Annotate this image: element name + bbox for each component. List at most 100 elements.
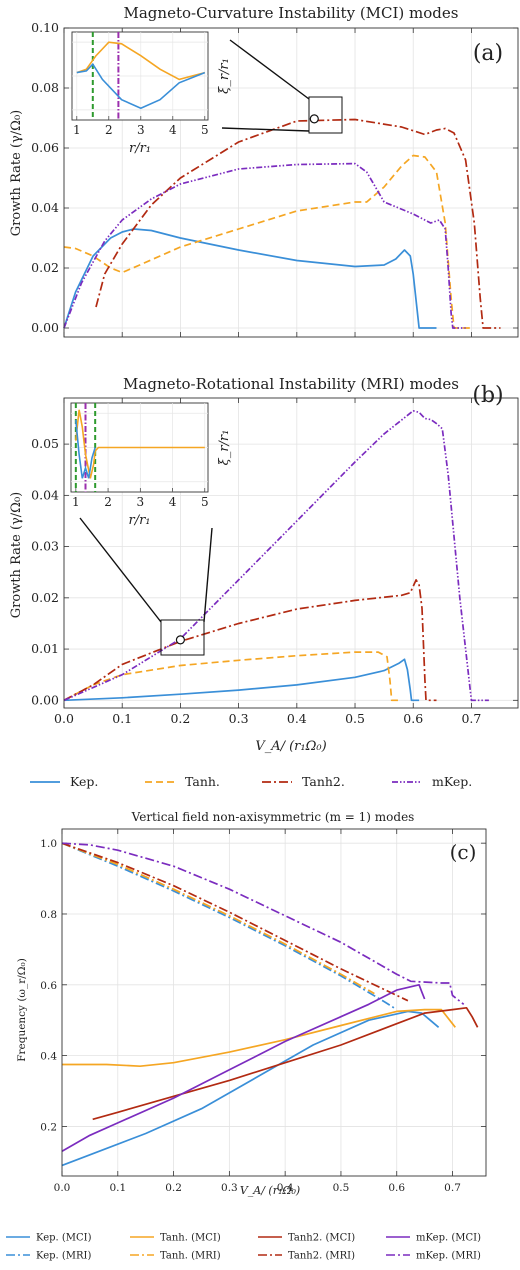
x-tick-label: 0.3 [221, 1182, 238, 1194]
legend-label: Kep. (MRI) [36, 1251, 91, 1262]
selected-mode-marker [309, 114, 319, 124]
y-tick-label: 0.8 [40, 909, 57, 921]
series-line-tanh-dashdot [61, 842, 375, 995]
series-line-tanh-dashed [63, 154, 472, 329]
zoom-box [308, 96, 343, 134]
y-tick-label: 1.0 [40, 838, 57, 850]
legend-label: mKep. [432, 774, 472, 789]
x-tick-label: 0.6 [388, 1182, 405, 1194]
legend-label: mKep. (MCI) [416, 1233, 481, 1244]
inset-x-tick-label: 2 [104, 495, 112, 509]
panel-a-ylabel: Growth Rate (γ/Ω₀) [9, 110, 24, 236]
series-line-kep-dashdot [61, 842, 395, 1009]
x-tick-label: 0.1 [112, 711, 132, 726]
legend-label: mKep. (MRI) [416, 1251, 481, 1262]
inset-x-tick-label: 1 [72, 495, 80, 509]
inset-x-tick-label: 5 [201, 495, 209, 509]
x-tick-label: 0.4 [277, 1182, 294, 1194]
panel-a-title: Magneto-Curvature Instability (MCI) mode… [124, 4, 459, 22]
panel-c-title: Vertical field non-axisymmetric (m = 1) … [131, 810, 415, 824]
panel-c-label: (c) [450, 840, 477, 864]
x-tick-label: 0.1 [109, 1182, 126, 1194]
zoom-connector [203, 527, 213, 623]
inset-x-tick-label: 1 [73, 123, 81, 137]
y-tick-label: 0.06 [31, 140, 59, 155]
panel-b-mri-growth-rate: Magneto-Rotational Instability (MRI) mod… [9, 375, 519, 754]
panel-c-ylabel: Frequency (ω_r/Ω₀) [16, 958, 28, 1062]
series-line-mkep-solid [61, 983, 426, 1152]
y-tick-label: 0.4 [40, 1051, 57, 1063]
y-tick-label: 0.2 [40, 1121, 57, 1133]
x-tick-label: 0.7 [461, 711, 481, 726]
legend-label: Kep. [70, 774, 98, 789]
inset-ylabel: ξ_r/r₁ [217, 430, 232, 466]
series-line-tanh2-dashdot [95, 118, 501, 329]
panel-b-label: (b) [472, 383, 503, 408]
y-tick-label: 0.03 [31, 539, 59, 554]
y-tick-label: 0.02 [31, 590, 59, 605]
inset-x-tick-label: 2 [105, 123, 113, 137]
series-line-tanh2-solid [92, 1006, 479, 1121]
y-tick-label: 0.00 [31, 692, 59, 707]
zoom-box [160, 619, 205, 656]
series-line-kep-solid [61, 1010, 440, 1167]
y-tick-label: 0.10 [31, 20, 59, 35]
y-tick-label: 0.04 [31, 487, 59, 502]
inset-xlabel: r/r₁ [128, 513, 150, 528]
panel-b-plot-area: 0.0 0.1 0.2 0.3 0.4 0.5 0.6 0.7 0.00 0.01 0.02 0.03… [31, 397, 519, 726]
x-tick-label: 0.4 [287, 711, 307, 726]
legend-label: Tanh2. [302, 774, 345, 789]
inset-xlabel: r/r₁ [129, 141, 151, 156]
legend-label: Tanh. (MRI) [160, 1251, 221, 1262]
x-tick-label: 0.7 [444, 1182, 461, 1194]
series-line-mkep-dashdot [61, 842, 465, 1005]
panel-b-ylabel: Growth Rate (γ/Ω₀) [9, 492, 24, 618]
inset-x-tick-label: 3 [137, 123, 145, 137]
series-line-tanh2-dashdot [63, 579, 437, 702]
zoom-connector [79, 517, 162, 623]
x-tick-label: 0.5 [333, 1182, 350, 1194]
inset-eigenfunction-kep [76, 62, 206, 110]
inset-x-tick-label: 4 [169, 495, 177, 509]
legend-label: Tanh2. (MRI) [288, 1251, 355, 1262]
series-line-kep-solid [63, 228, 437, 329]
series-line-tanh2-dashdot [61, 842, 409, 1002]
panel-b-xlabel: V_A/ (r₁Ω₀) [255, 739, 326, 754]
series-line-tanh-solid [62, 1008, 456, 1068]
legend-frequency: Kep. (MCI) Tanh. (MCI) Tanh2. (MCI) mKep. (… [6, 1233, 481, 1262]
selected-mode-marker [175, 635, 186, 645]
panel-c-xlabel: V_A/ (r₁Ω₀) [240, 1184, 300, 1197]
x-tick-label: 0.0 [54, 711, 74, 726]
zoom-connector [229, 39, 310, 100]
panel-a-plot-area: 0.00 0.02 0.04 0.06 0.08 0.10 1 2 3 4 5 r/r₁ ξ_r/r₁ [31, 20, 519, 338]
y-tick-label: 0.02 [31, 260, 59, 275]
legend-label: Tanh. [185, 774, 220, 789]
y-tick-label: 0.08 [31, 80, 59, 95]
x-tick-label: 0.3 [229, 711, 249, 726]
y-tick-label: 0.01 [31, 641, 59, 656]
x-tick-label: 0.2 [170, 711, 190, 726]
inset-x-tick-label: 3 [136, 495, 144, 509]
legend-growth-rate: Kep. Tanh. Tanh2. mKep. [30, 774, 472, 789]
inset-eigenfunction-tanh [75, 409, 205, 479]
inset-eigenfunction-kep [75, 420, 96, 479]
panel-b-title: Magneto-Rotational Instability (MRI) mod… [123, 375, 459, 393]
y-tick-label: 0.00 [31, 320, 59, 335]
panel-c-frequency: Vertical field non-axisymmetric (m = 1) … [16, 810, 487, 1197]
panel-a-mci-growth-rate: Magneto-Curvature Instability (MCI) mode… [9, 4, 519, 338]
panel-c-plot-area: 0.0 0.1 0.2 0.3 0.4 0.5 0.6 0.7 0.2 0.4 0.6 0.8 1.0 [40, 828, 487, 1194]
series-line-mkep-dashdotdot [63, 162, 466, 329]
legend-label: Tanh. (MCI) [160, 1233, 221, 1244]
x-tick-label: 0.0 [54, 1182, 71, 1194]
series-line-mkep-dashdotdot [63, 409, 489, 702]
y-tick-label: 0.04 [31, 200, 59, 215]
x-tick-label: 0.6 [403, 711, 423, 726]
inset-eigenfunction-tanh [76, 41, 206, 81]
inset-x-tick-label: 4 [169, 123, 177, 137]
inset-ylabel: ξ_r/r₁ [217, 58, 232, 94]
plot-frame [63, 397, 519, 709]
series-line-tanh-dashed [63, 651, 402, 702]
plot-frame [63, 27, 519, 338]
series-line-kep-solid [63, 658, 420, 702]
legend-label: Kep. (MCI) [36, 1233, 92, 1244]
